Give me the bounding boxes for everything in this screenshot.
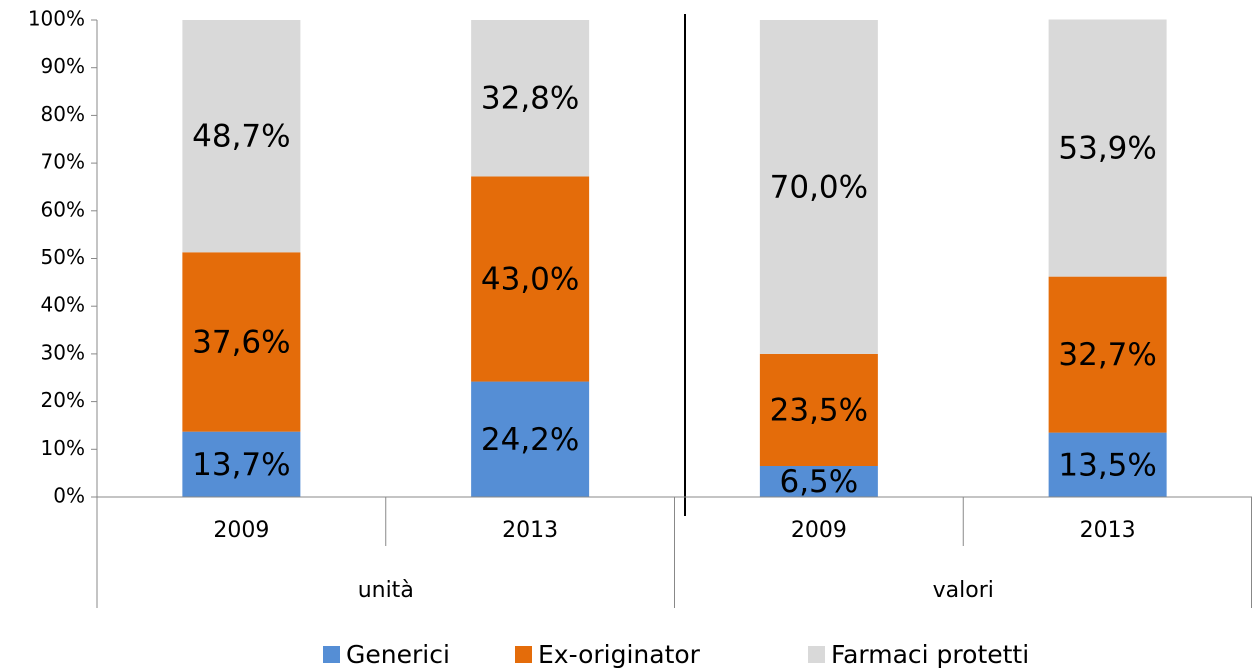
- bar-segment: [759, 353, 878, 466]
- value-label: 32,8%: [481, 81, 579, 117]
- legend-swatch: [808, 646, 825, 663]
- legend-label: Farmaci protetti: [831, 640, 1029, 669]
- value-label: 13,7%: [192, 447, 290, 483]
- bar-segment: [182, 252, 301, 432]
- value-label: 53,9%: [1058, 131, 1156, 167]
- y-tick-label: 50%: [41, 245, 85, 269]
- bar-segment: [1048, 432, 1167, 497]
- bar-segment: [471, 20, 590, 177]
- value-label: 70,0%: [770, 169, 868, 205]
- bar-segment: [182, 20, 301, 253]
- y-tick-label: 40%: [41, 293, 85, 317]
- x-tick-label: 2013: [1080, 518, 1136, 543]
- y-tick-label: 10%: [41, 436, 85, 460]
- bar-segment: [759, 20, 878, 354]
- y-tick-label: 90%: [41, 54, 85, 78]
- bar-segment: [182, 431, 301, 497]
- legend-label: Ex-originator: [538, 640, 701, 669]
- y-tick-label: 60%: [41, 197, 85, 221]
- x-tick-label: 2009: [791, 518, 847, 543]
- value-label: 32,7%: [1058, 337, 1156, 373]
- legend-swatch: [323, 646, 340, 663]
- y-tick-label: 100%: [28, 7, 85, 31]
- bar-segment: [471, 381, 590, 497]
- x-tick-label: 2013: [502, 518, 558, 543]
- bar-segment: [759, 465, 878, 497]
- legend-label: Generici: [346, 640, 450, 669]
- value-label: 24,2%: [481, 422, 579, 458]
- value-label: 37,6%: [192, 324, 290, 360]
- value-label: 43,0%: [481, 262, 579, 298]
- group-label: unità: [358, 578, 414, 603]
- bar-segment: [471, 176, 590, 382]
- y-tick-label: 20%: [41, 388, 85, 412]
- value-label: 23,5%: [770, 392, 868, 428]
- y-tick-label: 80%: [41, 102, 85, 126]
- value-label: 48,7%: [192, 119, 290, 155]
- bar-segment: [1048, 19, 1167, 277]
- group-label: valori: [933, 578, 994, 603]
- value-label: 13,5%: [1058, 447, 1156, 483]
- y-tick-label: 70%: [41, 150, 85, 174]
- value-label: 6,5%: [779, 464, 858, 500]
- x-tick-label: 2009: [213, 518, 269, 543]
- legend-swatch: [515, 646, 532, 663]
- bar-segment: [1048, 276, 1167, 433]
- y-tick-label: 30%: [41, 340, 85, 364]
- y-tick-label: 0%: [53, 484, 85, 508]
